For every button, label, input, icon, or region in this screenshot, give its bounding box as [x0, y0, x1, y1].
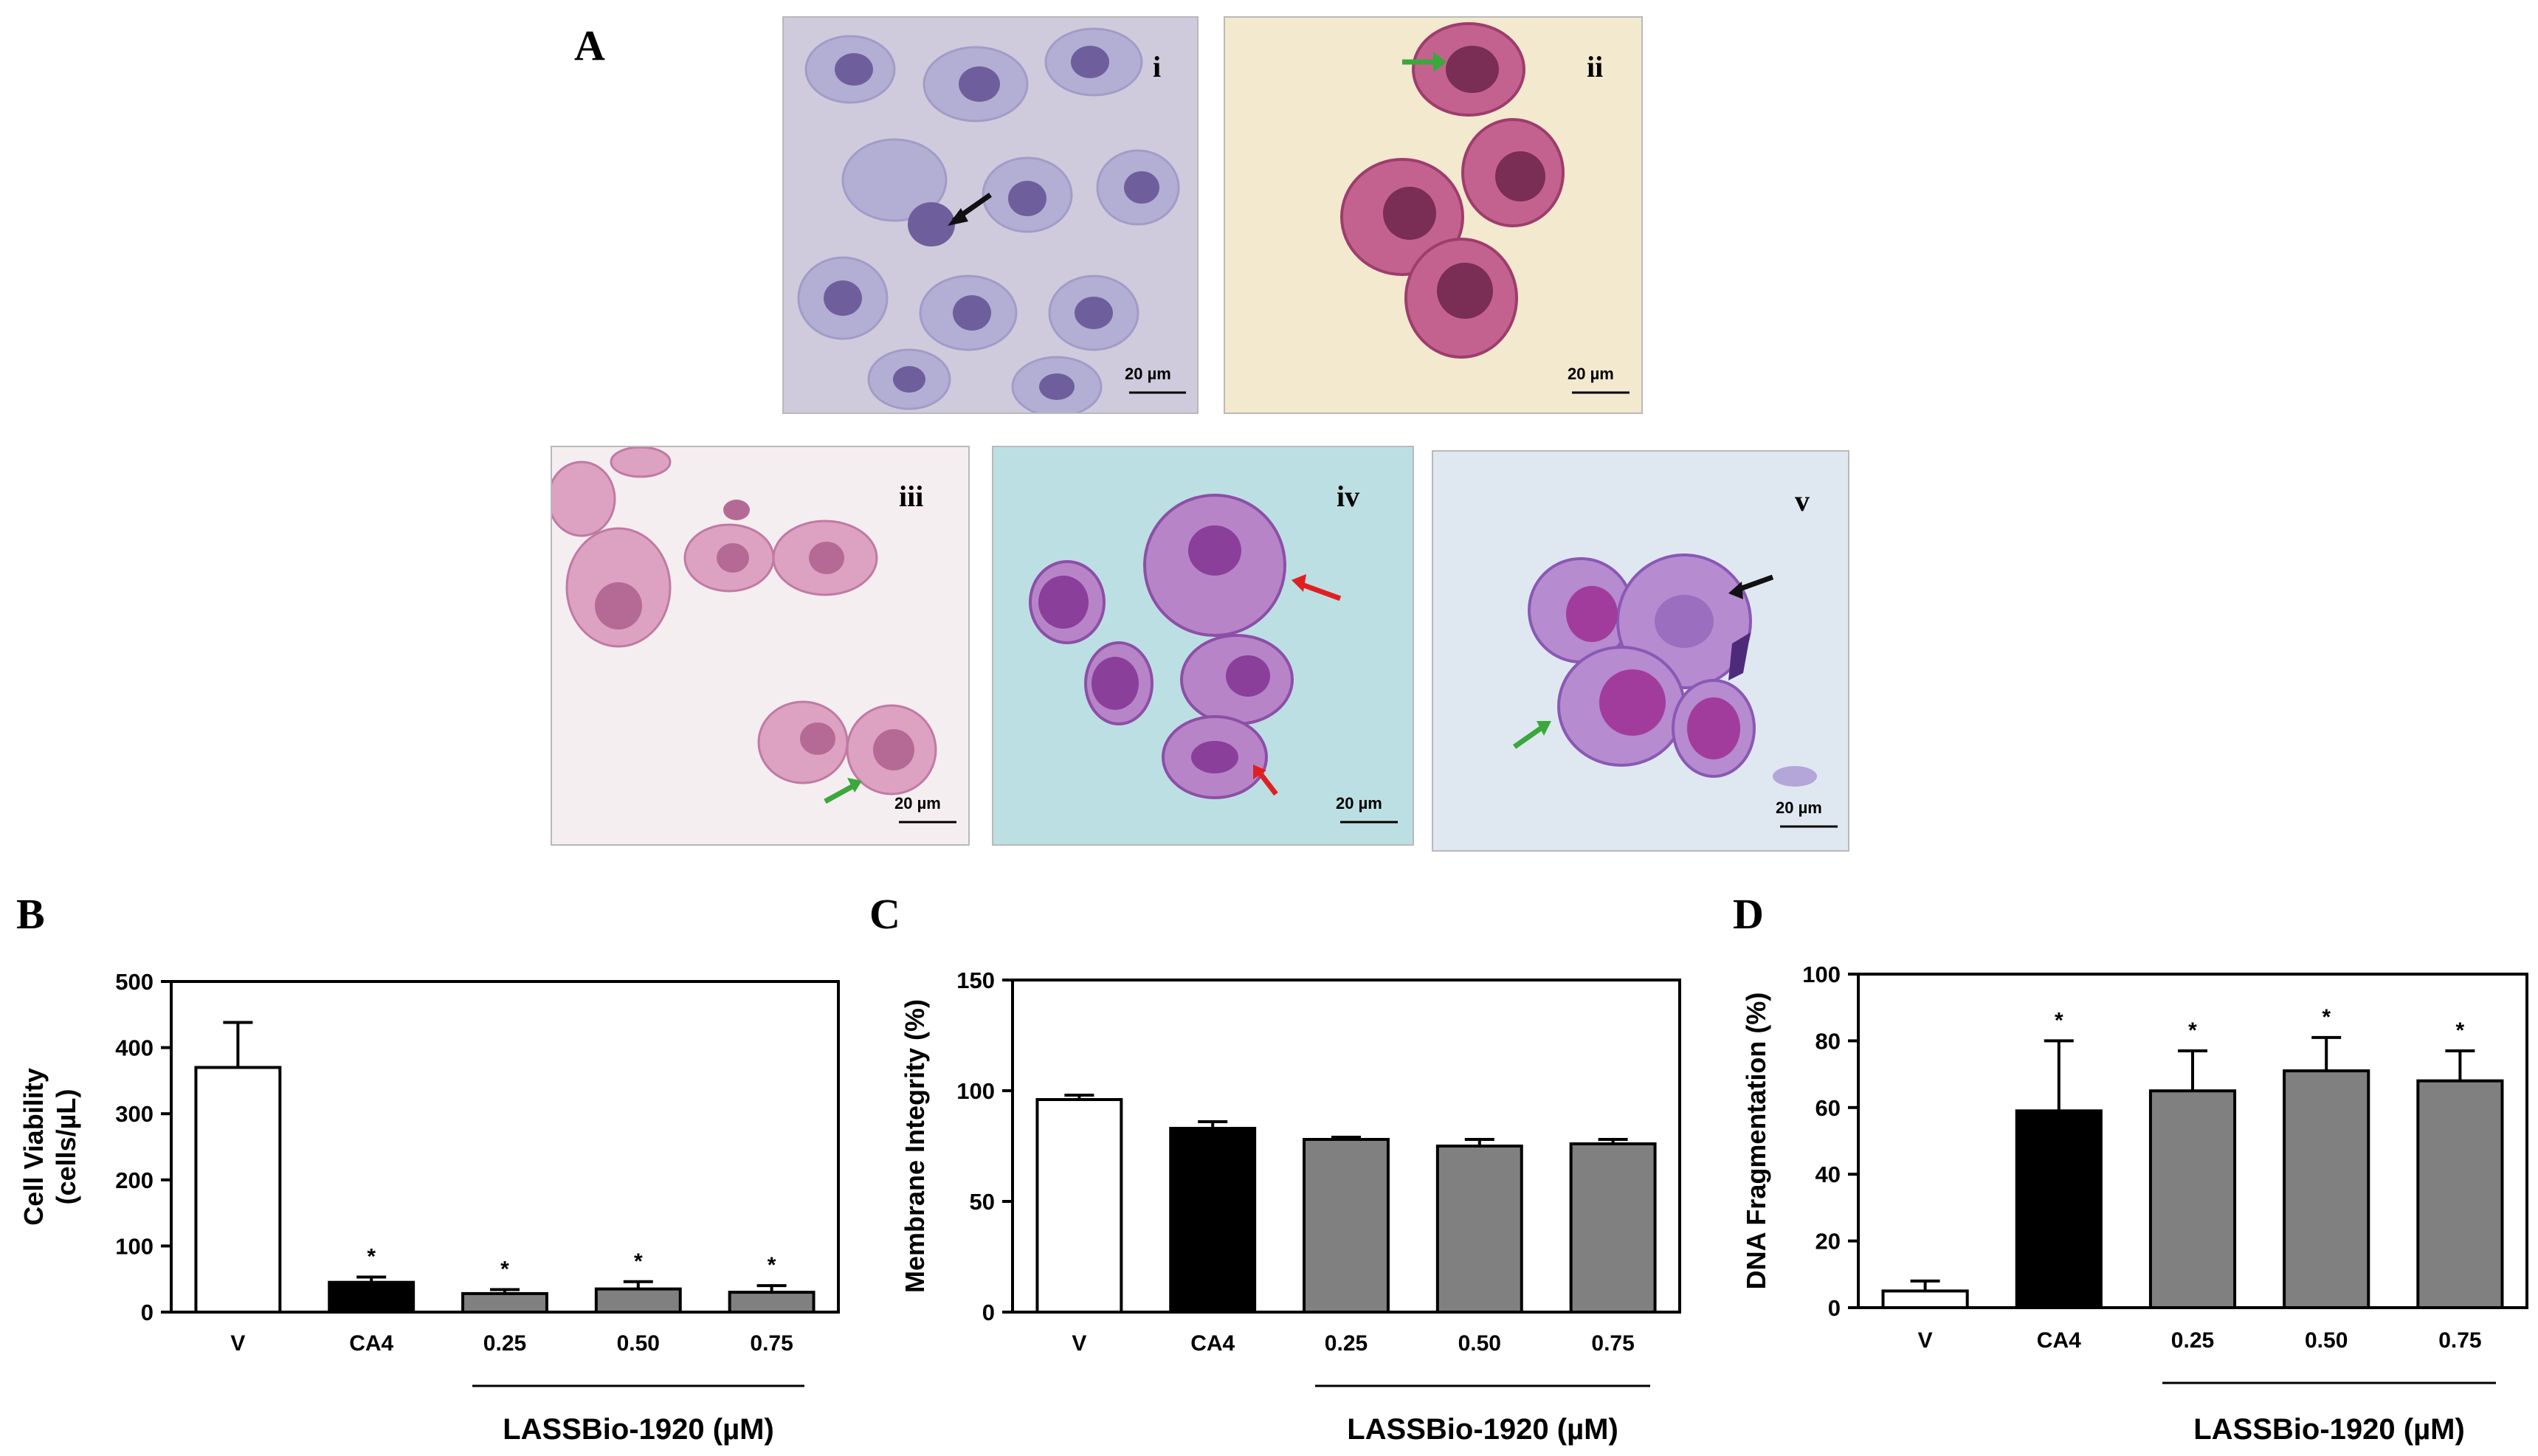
chart-b-category-label: 0.75	[750, 1331, 793, 1356]
micrograph-label-i: i	[1153, 50, 1161, 83]
chart-b-ytick-label: 300	[115, 1101, 154, 1127]
micrograph-v-image: v 20 µm	[1433, 452, 1848, 850]
chart-d-significance-marker: *	[2055, 1008, 2063, 1032]
chart-b-category-label: CA4	[349, 1331, 393, 1356]
chart-b-significance-marker: *	[634, 1249, 643, 1274]
chart-b-bar	[461, 1291, 548, 1314]
chart-b-significance-marker: *	[367, 1245, 376, 1269]
micrograph-iii: iii 20 µm	[551, 446, 970, 846]
scale-bar-label-iv: 20 µm	[1336, 794, 1382, 812]
chart-b-bar	[728, 1291, 815, 1314]
scale-bar-label-i: 20 µm	[1125, 365, 1171, 383]
chart-b-frame	[170, 980, 840, 1314]
panel-letter-a: A	[574, 21, 605, 69]
scale-bar-label-ii: 20 µm	[1568, 365, 1614, 383]
micrograph-label-iv: iv	[1337, 480, 1359, 513]
red-arrow-iv-top	[1298, 581, 1342, 601]
chart-c-bar	[1435, 1145, 1523, 1314]
chart-d-bar	[2283, 1069, 2370, 1309]
chart-b-ytick-label: 100	[115, 1233, 154, 1259]
chart-d-ytick-label: 80	[1815, 1028, 1841, 1054]
chart-c-category-label: 0.25	[1325, 1331, 1368, 1356]
chart-d-ytick-label: 40	[1815, 1162, 1841, 1187]
chart-d-significance-marker: *	[2322, 1005, 2331, 1029]
chart-b-bar	[328, 1280, 415, 1314]
scale-bar-label-v: 20 µm	[1776, 798, 1822, 817]
panel-letter-c: C	[869, 890, 900, 938]
micrograph-label-iii: iii	[899, 480, 923, 513]
chart-d-category-label: V	[1918, 1328, 1933, 1353]
chart-b-bar	[194, 1066, 282, 1314]
chart-c-bar	[1169, 1127, 1257, 1314]
chart-c-category-label: CA4	[1190, 1331, 1235, 1356]
chart-b-ytick-label: 400	[115, 1035, 154, 1061]
micrograph-iv-image: iv 20 µm	[993, 447, 1413, 844]
chart-b-significance-marker: *	[768, 1253, 776, 1277]
chart-d-category-label: 0.50	[2305, 1328, 2348, 1353]
chart-d-bar	[2416, 1079, 2504, 1309]
chart-d-category-label: CA4	[2037, 1328, 2081, 1353]
panel-letter-d: D	[1733, 890, 1764, 938]
chart-b-category-label: V	[230, 1331, 245, 1356]
chart-c-category-label: 0.50	[1458, 1331, 1501, 1356]
chart-d-significance-marker: *	[2188, 1018, 2197, 1043]
chart-d-ytick-label: 100	[1802, 962, 1841, 987]
micrograph-iv: iv 20 µm	[992, 446, 1414, 846]
red-arrow-iv-bottom	[1257, 770, 1278, 796]
chart-b-ytick-label: 500	[115, 969, 154, 995]
chart-b-ytick-label: 0	[141, 1300, 154, 1325]
micrograph-i: i 20 µm	[782, 16, 1199, 414]
chart-c-bar	[1303, 1138, 1390, 1314]
micrograph-i-image: i 20 µm	[784, 18, 1197, 413]
micrograph-label-v: v	[1795, 484, 1810, 517]
chart-c-ytick-label: 100	[956, 1078, 995, 1104]
chart-d-category-label: 0.75	[2438, 1328, 2481, 1353]
chart-d-frame	[1857, 973, 2528, 1309]
chart-d-ytick-label: 0	[1828, 1295, 1841, 1321]
chart-b-ytick-label: 200	[115, 1167, 154, 1193]
chart-c-bar	[1569, 1142, 1657, 1314]
micrograph-ii-image: ii 20 µm	[1225, 18, 1641, 413]
chart-b-ylabel-units: (cells/µL)	[51, 1089, 81, 1205]
chart-d-xlabel: LASSBio-1920 (µM)	[2193, 1413, 2465, 1446]
chart-d-ylabel: DNA Fragmentation (%)	[1741, 993, 1771, 1290]
chart-c-frame	[1011, 979, 1681, 1314]
chart-d-bar	[1881, 1289, 1969, 1310]
scale-bar-label-iii: 20 µm	[894, 794, 941, 812]
chart-b-significance-marker: *	[500, 1257, 509, 1282]
chart-c-xlabel: LASSBio-1920 (µM)	[1347, 1413, 1618, 1446]
chart-c-ytick-label: 150	[956, 967, 995, 993]
micrograph-ii: ii 20 µm	[1224, 16, 1643, 414]
chart-c-bar	[1035, 1098, 1123, 1314]
chart-d-significance-marker: *	[2456, 1018, 2465, 1043]
panel-letter-b: B	[16, 890, 45, 938]
chart-c-category-label: 0.75	[1591, 1331, 1634, 1356]
chart-b-xlabel: LASSBio-1920 (µM)	[503, 1413, 774, 1446]
chart-d-category-label: 0.25	[2171, 1328, 2214, 1353]
chart-c-ytick-label: 50	[970, 1189, 995, 1215]
chart-b-ylabel: Cell Viability	[18, 1068, 49, 1225]
chart-b-category-label: 0.50	[617, 1331, 660, 1356]
green-arrow-v	[1512, 724, 1546, 749]
chart-b-category-label: 0.25	[483, 1331, 526, 1356]
chart-c-ylabel: Membrane Integrity (%)	[900, 999, 930, 1293]
micrograph-label-ii: ii	[1587, 50, 1603, 83]
green-arrow-iii	[824, 782, 856, 804]
chart-c-category-label: V	[1072, 1331, 1086, 1356]
chart-d-bar	[2015, 1109, 2103, 1309]
chart-d-bar	[2148, 1089, 2237, 1309]
chart-b-bar	[594, 1287, 682, 1314]
micrograph-iii-image: iii 20 µm	[552, 447, 968, 844]
chart-d-ytick-label: 20	[1815, 1229, 1841, 1255]
chart-c-ytick-label: 0	[982, 1300, 995, 1325]
chart-d-ytick-label: 60	[1815, 1095, 1841, 1121]
micrograph-v: v 20 µm	[1432, 450, 1849, 852]
